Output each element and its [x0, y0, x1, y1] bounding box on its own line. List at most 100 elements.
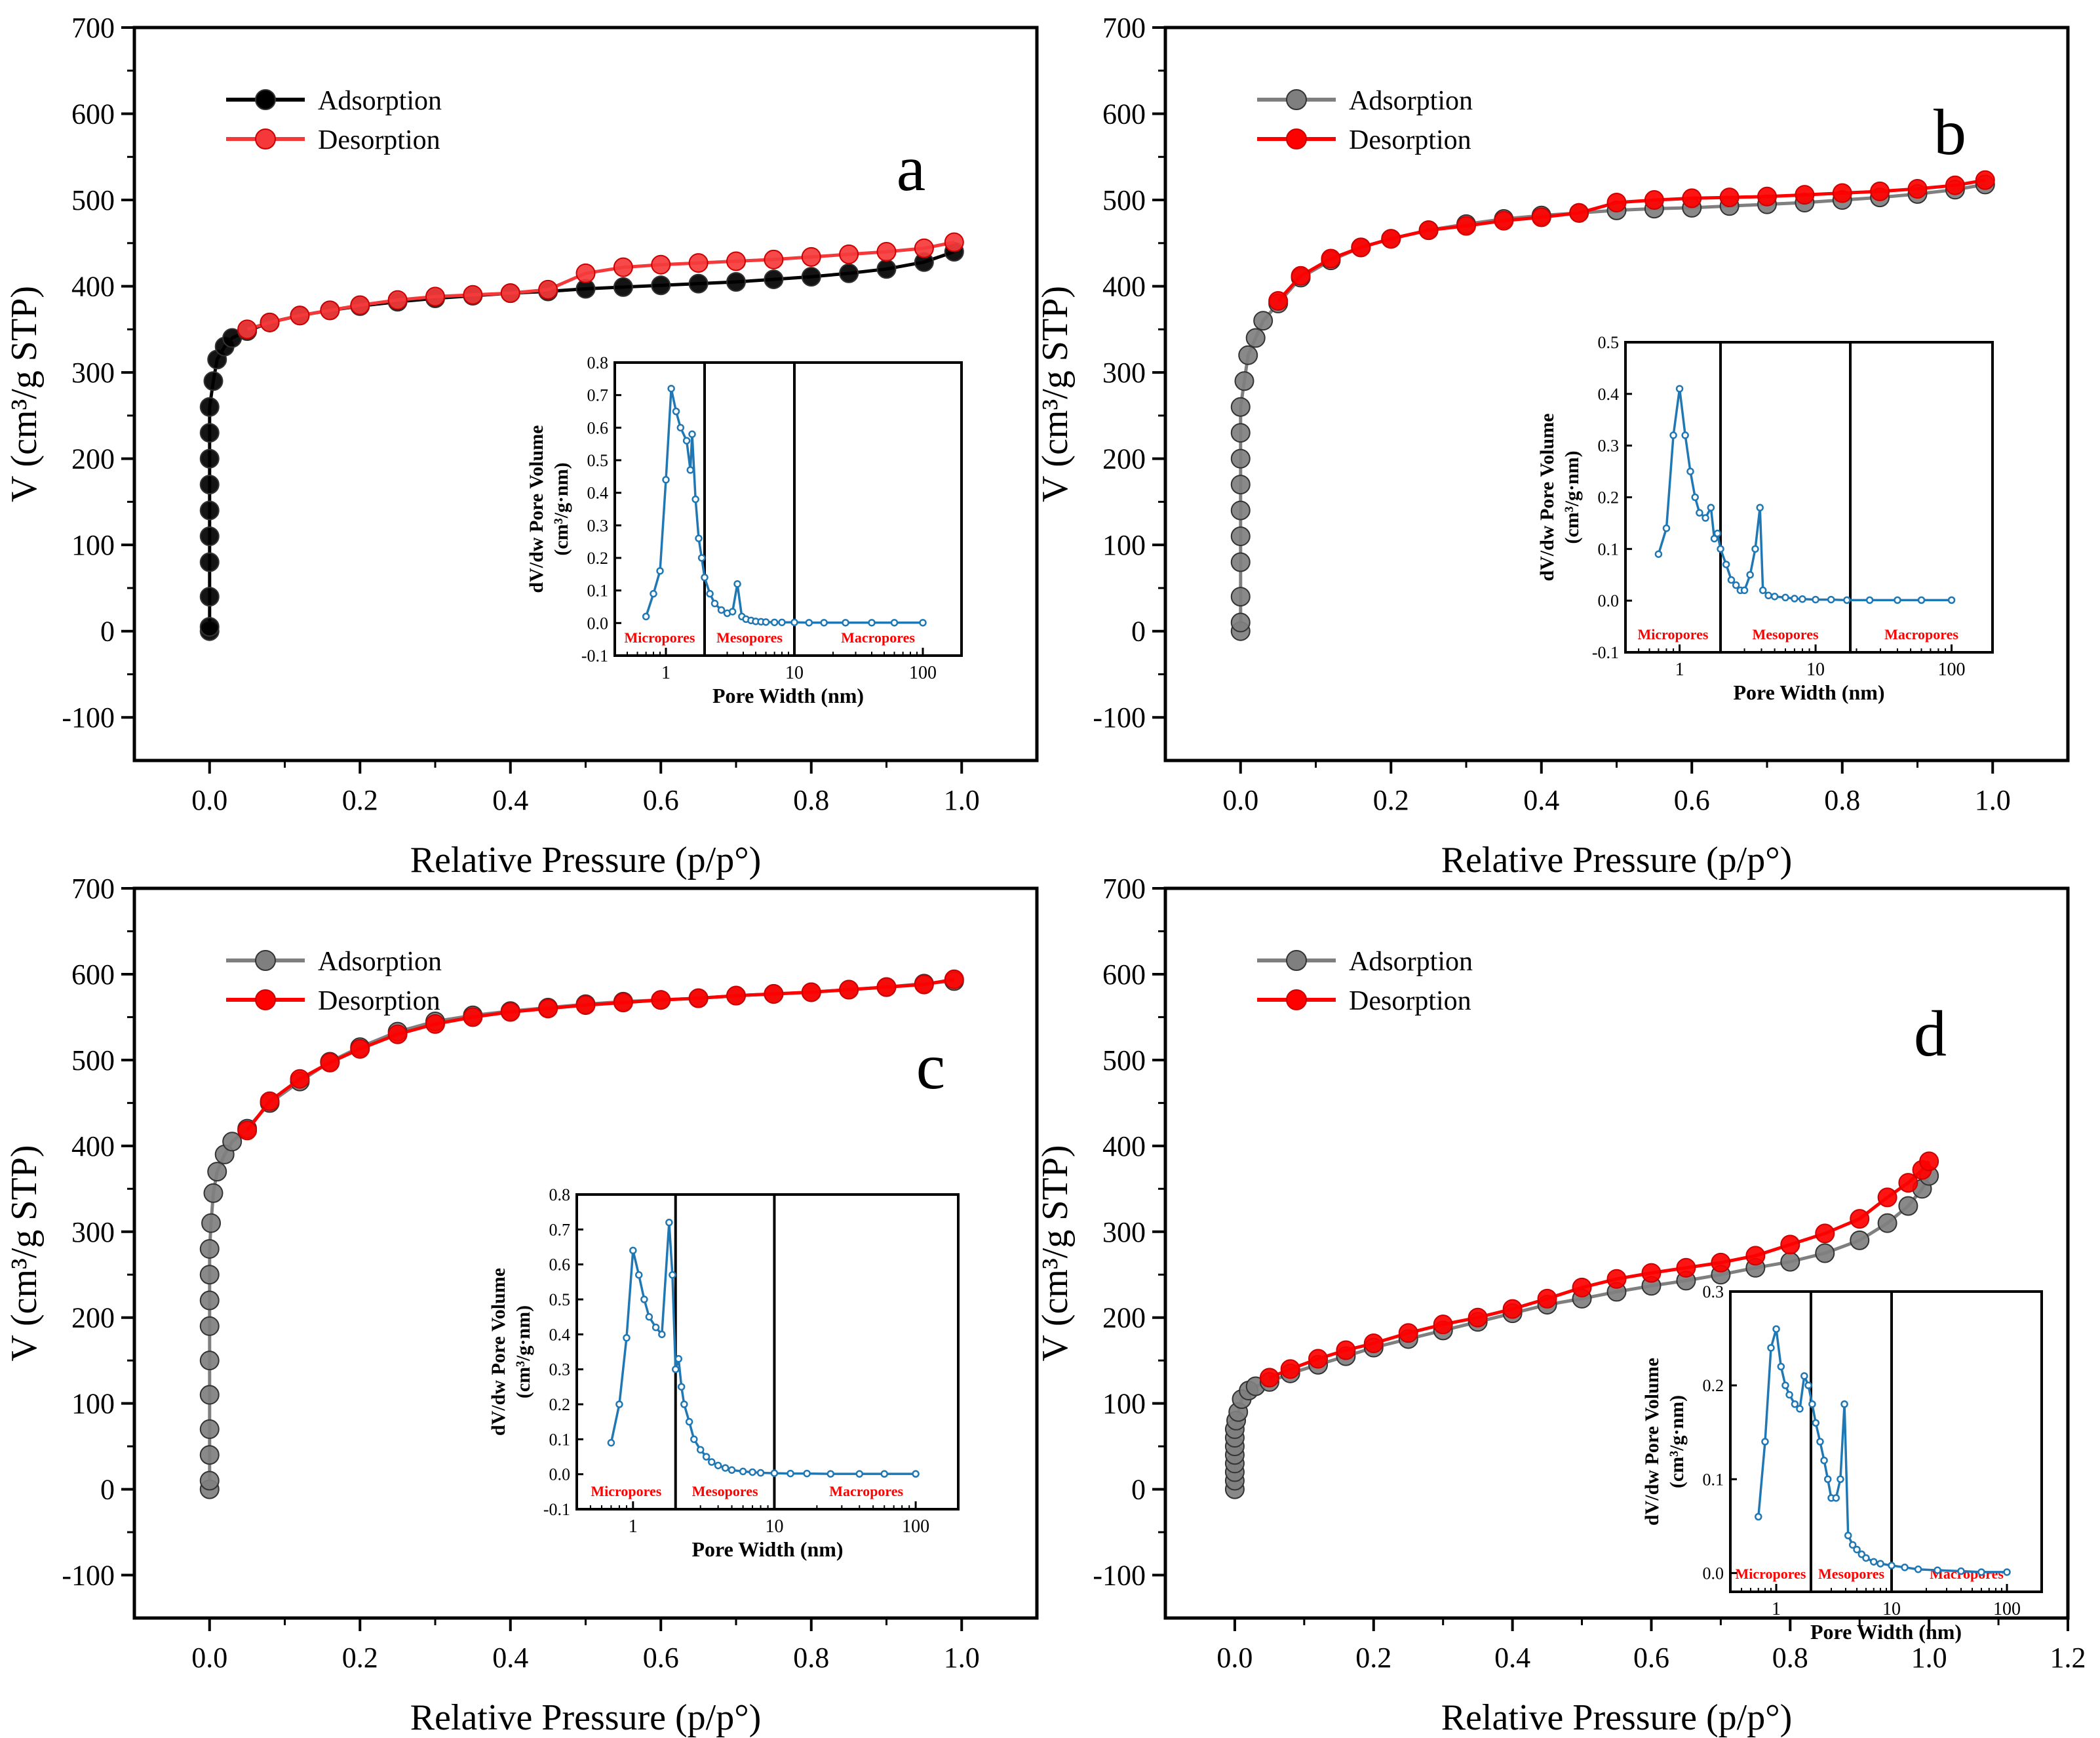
y-axis-label: V (cm³/g STP) — [1035, 1145, 1076, 1362]
inset-data-point — [706, 589, 714, 598]
inset-y-axis-label: dV/dw Pore Volume — [1536, 413, 1558, 581]
y-tick-label: 400 — [71, 271, 115, 303]
inset-data-point — [1832, 1494, 1840, 1502]
data-point-desorption — [1606, 193, 1627, 213]
data-point-desorption — [425, 286, 445, 307]
data-point-desorption — [1832, 183, 1852, 203]
x-tick-label: 0.6 — [1633, 1642, 1669, 1674]
inset-data-point — [697, 554, 706, 562]
y-tick-label: 100 — [1102, 1388, 1146, 1420]
inset-data-point — [674, 1354, 683, 1363]
inset-data-point — [1761, 1438, 1769, 1446]
data-point-desorption — [1259, 1368, 1279, 1388]
data-point-adsorption — [199, 1290, 220, 1311]
inset-data-point — [1781, 593, 1789, 602]
data-point-desorption — [944, 969, 964, 989]
data-point-adsorption — [1230, 552, 1251, 572]
data-point-adsorption — [651, 275, 671, 296]
inset-data-point — [1781, 1381, 1789, 1389]
inset-data-point — [642, 612, 650, 621]
inset-data-point — [1894, 596, 1901, 604]
inset-data-point — [855, 1470, 864, 1478]
data-point-desorption — [463, 285, 483, 305]
inset-data-point — [805, 619, 813, 627]
data-point-adsorption — [199, 475, 220, 495]
inset-data-point — [672, 407, 680, 416]
inset-data-point — [1710, 534, 1719, 543]
data-point-adsorption — [199, 397, 220, 417]
inset-data-point — [803, 1469, 811, 1478]
y-tick-label: 700 — [71, 873, 115, 905]
x-tick-label: 1.0 — [1975, 784, 2011, 816]
y-tick-label: 200 — [71, 1302, 115, 1334]
inset-y-tick-label: 0.6 — [587, 418, 609, 437]
inset-data-point — [688, 430, 696, 439]
x-tick-label: 0.6 — [1674, 784, 1710, 816]
y-tick-label: 500 — [71, 1044, 115, 1076]
inset-x-tick-label: 10 — [785, 663, 804, 683]
inset-data-point — [650, 589, 657, 598]
data-point-adsorption — [199, 1419, 220, 1439]
inset-data-point — [1707, 504, 1715, 512]
legend-marker — [1286, 128, 1307, 149]
x-tick-label: 0.2 — [1373, 784, 1409, 816]
legend-label-desorption: Desorption — [1349, 125, 1471, 155]
x-tick-label: 1.2 — [2050, 1642, 2086, 1674]
inset-y-tick-label: 0.3 — [1598, 437, 1620, 456]
inset-y-axis-units: (cm³/g·nm) — [1666, 1395, 1688, 1488]
x-tick-label: 0.8 — [793, 1642, 829, 1674]
inset-y-tick-label: 0.4 — [1598, 385, 1620, 404]
y-tick-label: 100 — [71, 529, 115, 561]
data-point-desorption — [1531, 207, 1551, 227]
data-point-desorption — [688, 988, 709, 1008]
x-axis-label: Relative Pressure (p/p°) — [410, 840, 762, 880]
data-point-desorption — [1280, 1359, 1300, 1379]
data-point-adsorption — [1245, 328, 1266, 348]
inset-data-point — [658, 1330, 666, 1339]
x-axis-label: Relative Pressure (p/p°) — [1441, 840, 1793, 880]
inset-x-tick-label: 100 — [909, 663, 937, 683]
data-point-adsorption — [222, 1132, 243, 1152]
data-point-adsorption — [199, 423, 220, 443]
inset-data-point — [695, 534, 703, 542]
inset-data-point — [1756, 504, 1764, 512]
data-point-desorption — [290, 306, 310, 326]
inset-data-point — [1759, 586, 1767, 595]
inset-data-point — [1827, 595, 1835, 604]
x-tick-label: 0.8 — [793, 784, 829, 816]
y-tick-label: 0 — [1131, 1474, 1146, 1506]
data-point-desorption — [1336, 1340, 1356, 1360]
inset-y-axis-label: dV/dw Pore Volume — [1641, 1358, 1663, 1526]
data-point-adsorption — [613, 277, 633, 297]
data-point-desorption — [876, 241, 897, 262]
data-point-desorption — [237, 319, 258, 340]
inset-data-point — [739, 1467, 747, 1476]
inset-data-point — [868, 619, 876, 627]
data-point-desorption — [1644, 190, 1664, 210]
data-point-desorption — [1433, 1314, 1453, 1335]
inset-pore-size-distribution: 0.0 0.1 0.2 0.3 1 10 100 Micropores Mesopores Mac… — [1641, 1282, 2043, 1644]
inset-data-point — [1800, 1372, 1808, 1380]
y-tick-label: 200 — [1102, 443, 1146, 475]
data-point-desorption — [1795, 185, 1815, 205]
inset-data-point — [1865, 596, 1874, 604]
inset-data-point — [770, 1469, 779, 1477]
data-point-desorption — [613, 257, 633, 277]
inset-data-point — [778, 618, 786, 627]
inset-data-point — [682, 437, 691, 444]
inset-y-tick-label: 0.2 — [587, 549, 609, 568]
data-point-desorption — [1468, 1307, 1488, 1328]
data-point-desorption — [1919, 1151, 1939, 1172]
panel-b: 0.0 0.2 0.4 0.6 0.8 1.0 -100 0 100 200 300 400 500 60… — [1035, 12, 2070, 880]
data-point-desorption — [1291, 266, 1311, 286]
inset-data-point — [708, 1458, 716, 1466]
region-label-micropores: Micropores — [591, 1483, 661, 1499]
inset-frame — [1729, 1290, 2043, 1593]
inset-y-tick-label: 0.2 — [549, 1395, 571, 1414]
inset-y-axis-label: dV/dw Pore Volume — [526, 425, 547, 593]
x-axis-label: Relative Pressure (p/p°) — [1441, 1697, 1793, 1738]
legend-marker — [1286, 989, 1307, 1010]
data-point-desorption — [1850, 1209, 1870, 1229]
region-label-micropores: Micropores — [625, 629, 695, 646]
data-point-desorption — [260, 312, 280, 332]
